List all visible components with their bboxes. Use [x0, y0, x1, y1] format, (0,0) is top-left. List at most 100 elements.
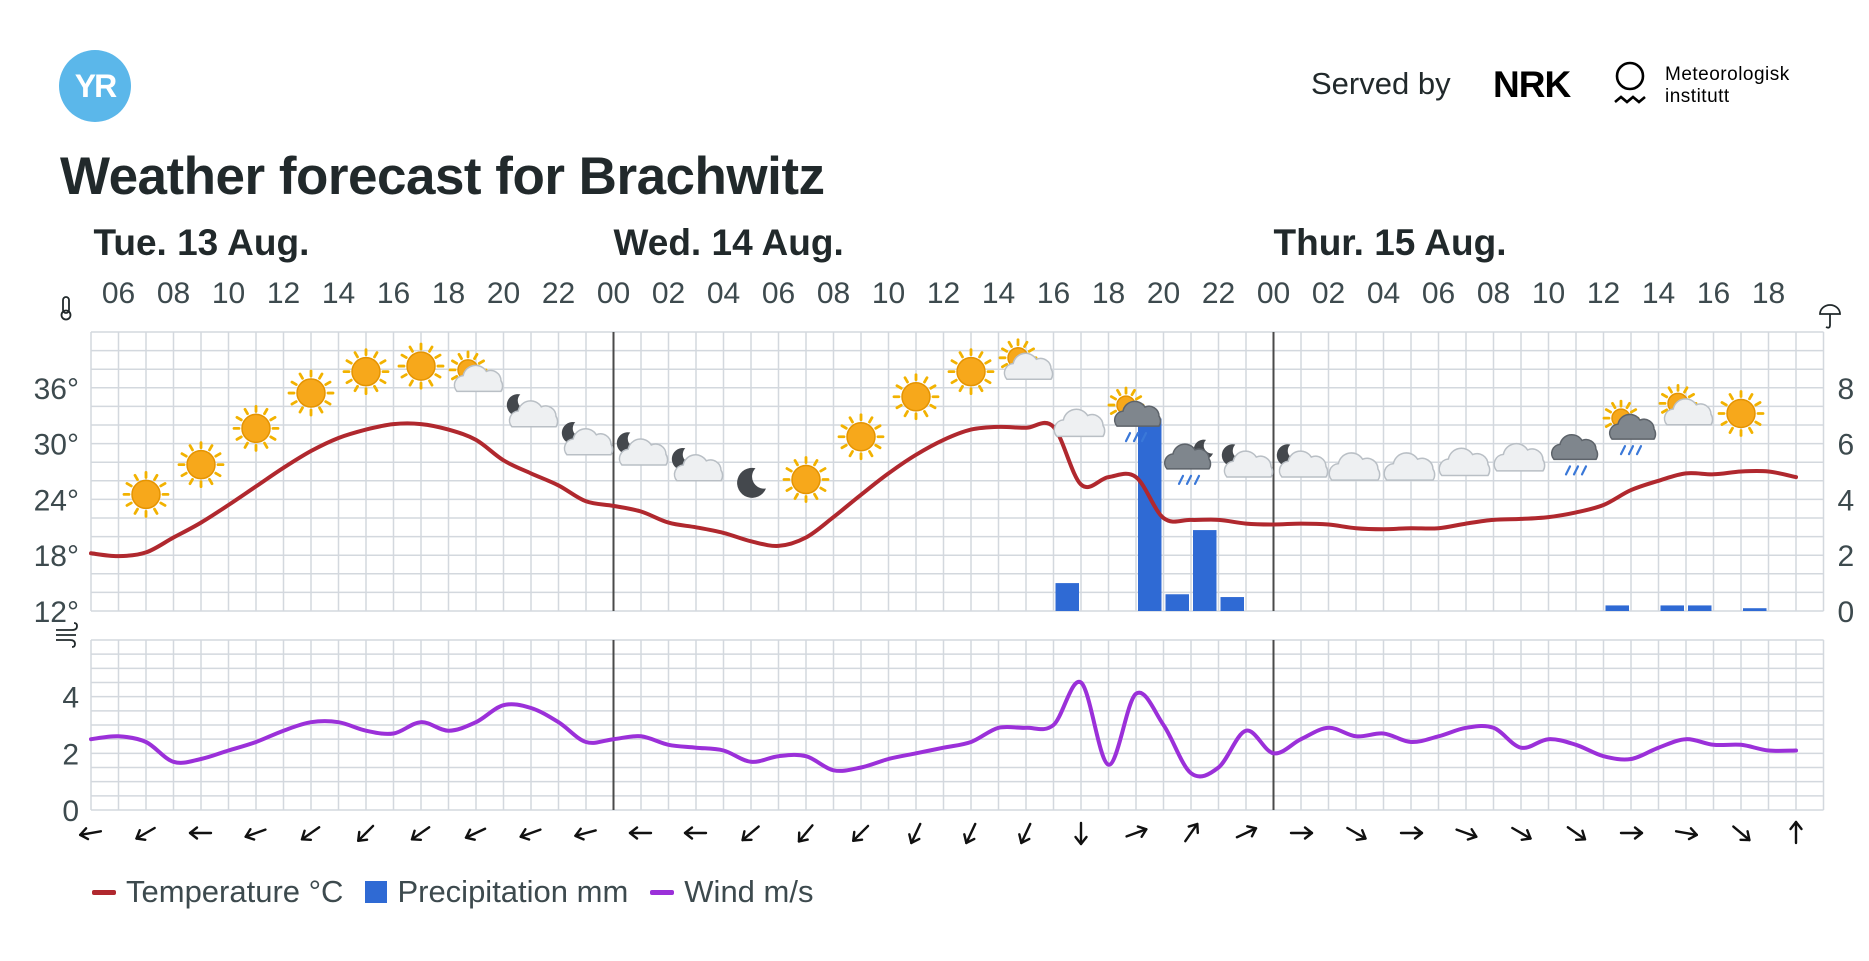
hour-tick-label: 16	[377, 277, 410, 310]
weather-symbol-partmoon-icon	[671, 448, 724, 482]
legend-item: Wind m/s	[650, 874, 813, 910]
legend-item: Precipitation mm	[365, 874, 628, 910]
thermometer-icon	[60, 296, 72, 321]
weather-symbol-cloud-icon	[1053, 408, 1106, 438]
wind-direction-arrow-icon	[1674, 827, 1699, 841]
weather-symbol-moon-icon	[737, 467, 766, 498]
weather-symbol-sun-icon	[892, 373, 940, 421]
temperature-axis-label: 18°	[34, 540, 79, 573]
wind-line	[89, 679, 1798, 779]
nrk-logo[interactable]: NRK	[1493, 64, 1571, 105]
wind-direction-arrow-icon	[1184, 822, 1199, 843]
weather-symbol-partsun-icon	[448, 350, 504, 393]
served-by-label: Served by	[1311, 66, 1451, 101]
hour-tick-label: 16	[1037, 277, 1070, 310]
legend-swatch	[650, 889, 675, 895]
wind-direction-arrow-icon	[683, 826, 708, 840]
hour-tick-label: 18	[1092, 277, 1125, 310]
wind-direction-arrow-icon	[741, 825, 760, 842]
precipitation-bars	[1055, 418, 1767, 611]
hour-tick-label: 10	[1532, 277, 1565, 310]
wind-axis-label: 2	[62, 738, 79, 771]
weather-symbol-sun-icon	[1717, 390, 1765, 437]
precipitation-bar	[1743, 608, 1767, 611]
met-institute-logo-icon	[1614, 61, 1646, 104]
hour-tick-label: 06	[1422, 277, 1455, 310]
weather-symbol-sun-icon	[287, 369, 335, 417]
hour-tick-label: 16	[1697, 277, 1730, 310]
precipitation-bar	[1193, 530, 1217, 611]
weather-symbol-sun-icon	[232, 404, 280, 452]
precipitation-bar	[1660, 605, 1684, 611]
weather-symbol-sun-icon	[177, 441, 225, 489]
hour-tick-label: 12	[1587, 277, 1620, 310]
hour-tick-label: 12	[267, 277, 300, 310]
wind-direction-arrow-icon	[1511, 826, 1532, 841]
met-institute-logo-text[interactable]: Meteorologisk institutt	[1665, 64, 1790, 108]
wind-direction-arrow-icon	[1455, 827, 1478, 841]
hour-tick-label: 12	[927, 277, 960, 310]
hour-tick-label: 04	[1367, 277, 1400, 310]
wind-direction-arrow-icon	[628, 826, 653, 840]
chart-grid	[90, 331, 1825, 811]
page-title: Weather forecast for Brachwitz	[60, 147, 825, 206]
legend-swatch	[365, 881, 388, 903]
temperature-axis-label: 36°	[34, 373, 79, 406]
weather-symbol-raincloud-icon	[1550, 433, 1599, 476]
hour-tick-label: 02	[1312, 277, 1345, 310]
yr-logo[interactable]: YR	[59, 50, 131, 122]
wind-direction-arrow-icon	[300, 826, 321, 841]
weather-symbol-partsun-icon	[998, 338, 1054, 380]
precipitation-axis-label: 0	[1838, 596, 1855, 629]
wind-direction-arrow-icon	[1619, 826, 1644, 840]
legend-label: Wind m/s	[684, 874, 814, 909]
wind-axis-label: 4	[62, 682, 79, 715]
wind-direction-arrow-icon	[574, 827, 597, 841]
weather-symbol-cloud-icon	[1383, 452, 1436, 481]
weather-symbol-sun-icon	[122, 471, 170, 518]
hour-tick-label: 10	[872, 277, 905, 310]
weather-symbol-sun-icon	[837, 413, 885, 461]
hour-tick-label: 22	[1202, 277, 1235, 310]
wind-direction-arrow-icon	[1235, 825, 1258, 839]
temperature-axis-label: 24°	[34, 484, 79, 517]
wind-direction-arrow-icon	[1789, 820, 1803, 845]
wind-direction-arrow-icon	[908, 822, 922, 845]
chart-legend: Temperature °C Precipitation mm Wind m/s	[92, 874, 835, 910]
hour-tick-label: 20	[1147, 277, 1180, 310]
weather-symbol-moonrain-icon	[1163, 439, 1213, 485]
hour-tick-label: 00	[597, 277, 630, 310]
hour-tick-label: 06	[762, 277, 795, 310]
temperature-axis-label: 12°	[34, 596, 79, 629]
wind-direction-arrows	[78, 820, 1803, 846]
legend-swatch	[92, 889, 116, 895]
wind-direction-arrow-icon	[1732, 825, 1751, 842]
hour-tick-label: 18	[1752, 277, 1785, 310]
hour-tick-label: 18	[432, 277, 465, 310]
hour-tick-label: 08	[157, 277, 190, 310]
wind-direction-arrow-icon	[188, 826, 213, 840]
legend-label: Temperature °C	[126, 874, 344, 909]
precipitation-axis-label: 8	[1838, 373, 1855, 406]
weather-symbol-sun-icon	[782, 456, 830, 503]
wind-direction-arrow-icon	[1289, 826, 1314, 840]
hour-tick-label: 08	[817, 277, 850, 310]
hour-tick-label: 10	[212, 277, 245, 310]
y-axes: 36° 30° 24° 18° 12° 8 6 4 2 0 4 2 0	[34, 373, 1855, 828]
day-labels: Tue. 13 Aug. Wed. 14 Aug. Thur. 15 Aug.	[94, 222, 1507, 263]
weather-symbol-cloud-icon	[1438, 447, 1491, 477]
weather-symbol-partmoon-icon	[1221, 444, 1274, 478]
hour-tick-label: 08	[1477, 277, 1510, 310]
wind-series	[89, 679, 1798, 779]
weather-symbol-cloud-icon	[1328, 452, 1381, 481]
hour-tick-label: 14	[322, 277, 355, 310]
wind-direction-arrow-icon	[852, 824, 870, 842]
wind-direction-arrow-icon	[519, 827, 542, 841]
precipitation-axis-label: 4	[1838, 484, 1855, 517]
weather-symbol-cloud-icon	[1493, 442, 1546, 472]
hour-tick-label: 14	[982, 277, 1015, 310]
weather-symbol-sun-icon	[397, 342, 445, 390]
precipitation-axis-label: 6	[1838, 429, 1855, 462]
temperature-line	[89, 421, 1798, 559]
